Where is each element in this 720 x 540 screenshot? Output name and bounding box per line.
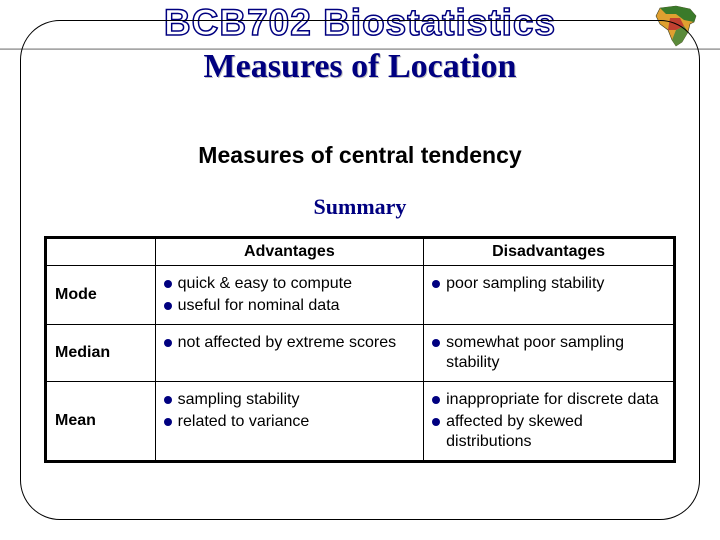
summary-table: Advantages Disadvantages Mode quick & ea… — [44, 236, 676, 463]
row-label: Median — [46, 325, 156, 382]
bullet-text: quick & easy to compute — [178, 274, 415, 294]
bullet-icon — [432, 339, 440, 347]
bullet-icon — [164, 396, 172, 404]
summary-table-container: Advantages Disadvantages Mode quick & ea… — [44, 236, 676, 463]
col-header-advantages: Advantages — [155, 238, 423, 266]
table-row: Mean sampling stability related to varia… — [46, 382, 675, 462]
cell-disadvantages: poor sampling stability — [424, 266, 675, 325]
bullet-text: sampling stability — [178, 390, 415, 410]
cell-disadvantages: inappropriate for discrete data affected… — [424, 382, 675, 462]
bullet-text: useful for nominal data — [178, 296, 415, 316]
table-row: Mode quick & easy to compute useful for … — [46, 266, 675, 325]
bullet-text: poor sampling stability — [446, 274, 665, 294]
bullet-icon — [432, 280, 440, 288]
bullet-text: related to variance — [178, 412, 415, 432]
table-row: Median not affected by extreme scores so… — [46, 325, 675, 382]
bullet-icon — [164, 302, 172, 310]
row-label: Mode — [46, 266, 156, 325]
cell-disadvantages: somewhat poor sampling stability — [424, 325, 675, 382]
col-header-disadvantages: Disadvantages — [424, 238, 675, 266]
summary-label: Summary — [0, 194, 720, 220]
bullet-icon — [164, 418, 172, 426]
cell-advantages: quick & easy to compute useful for nomin… — [155, 266, 423, 325]
bullet-icon — [164, 280, 172, 288]
cell-advantages: not affected by extreme scores — [155, 325, 423, 382]
bullet-icon — [432, 418, 440, 426]
bullet-icon — [432, 396, 440, 404]
bullet-text: inappropriate for discrete data — [446, 390, 665, 410]
bullet-text: not affected by extreme scores — [178, 333, 415, 353]
bullet-text: affected by skewed distributions — [446, 412, 665, 452]
bullet-icon — [164, 339, 172, 347]
row-label: Mean — [46, 382, 156, 462]
bullet-text: somewhat poor sampling stability — [446, 333, 665, 373]
cell-advantages: sampling stability related to variance — [155, 382, 423, 462]
col-header-blank — [46, 238, 156, 266]
subtitle: Measures of central tendency — [0, 142, 720, 169]
